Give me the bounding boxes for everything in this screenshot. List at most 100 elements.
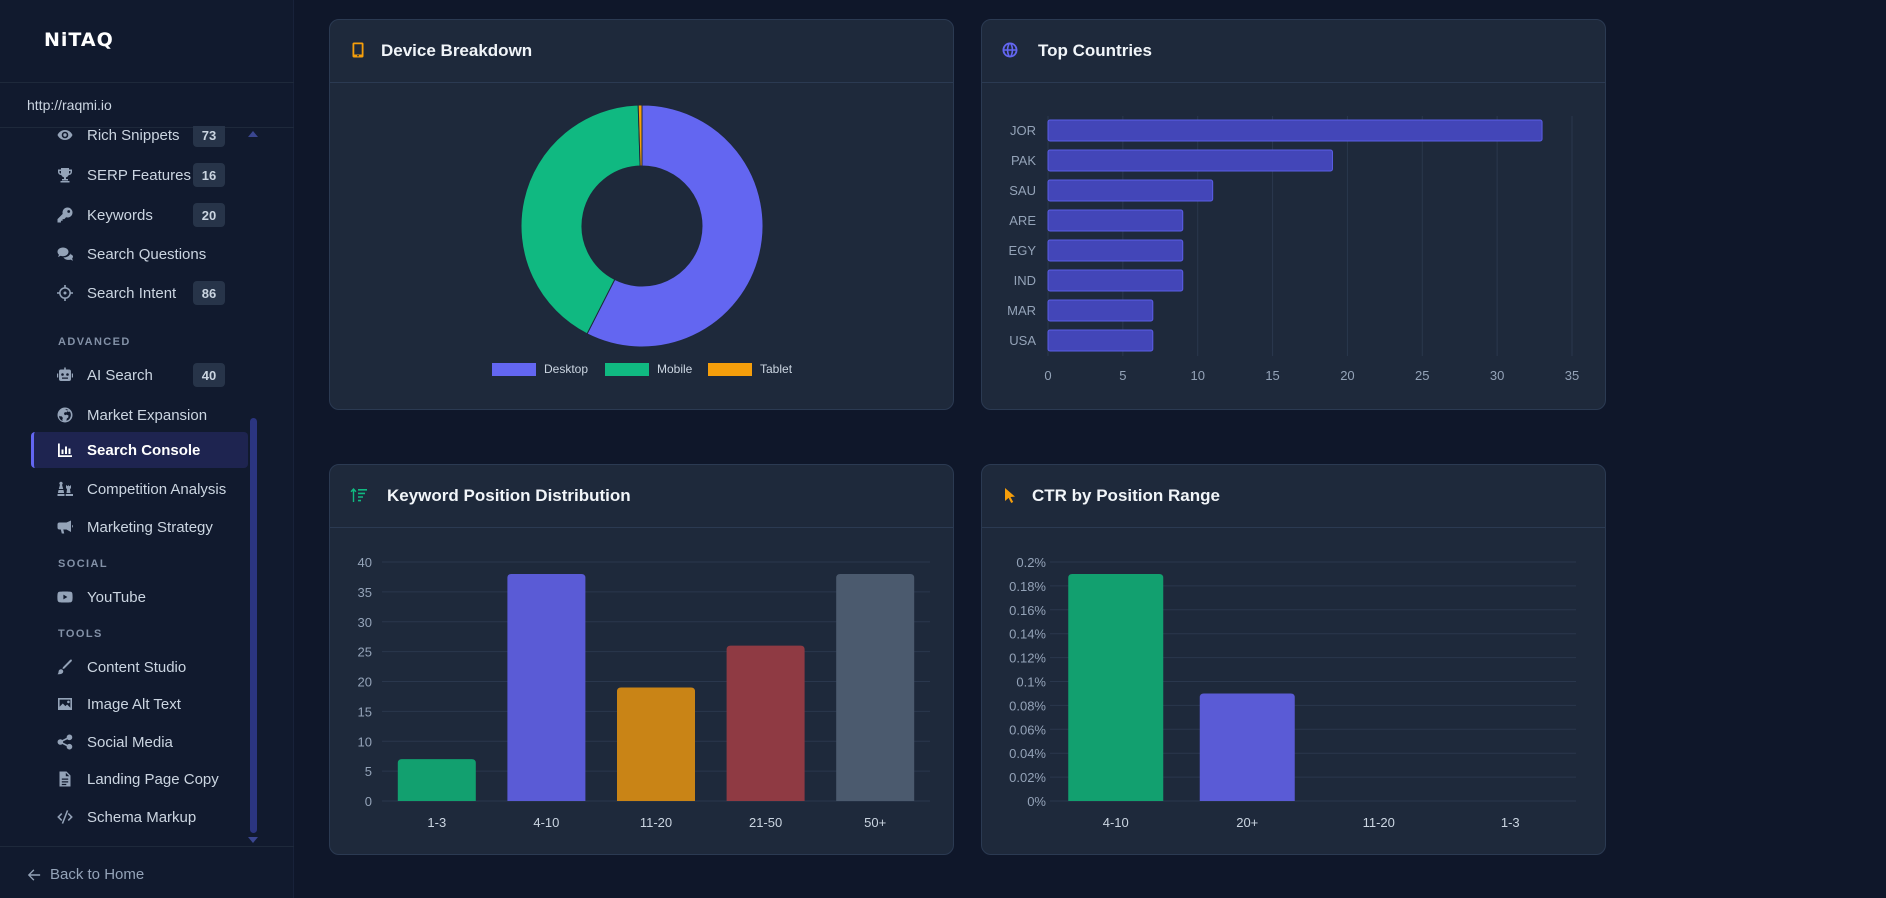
y-tick-label: EGY	[1009, 243, 1037, 258]
file-icon	[57, 771, 73, 787]
youtube-icon	[57, 589, 73, 605]
device-breakdown-chart: Desktop Mobile Tablet	[492, 104, 793, 376]
sidebar-item-serp-features[interactable]: SERP Features 16	[31, 157, 248, 193]
sidebar-divider	[0, 82, 294, 83]
y-tick-label: 0	[365, 794, 372, 809]
x-tick-label: 15	[1265, 368, 1279, 383]
x-tick-label: 11-20	[640, 815, 672, 830]
sidebar-item-label: Search Console	[87, 441, 201, 459]
card-header: Keyword Position Distribution	[330, 465, 953, 528]
pen-icon	[57, 659, 73, 675]
y-tick-label: 40	[358, 555, 372, 570]
sidebar-item-rich-snippets[interactable]: Rich Snippets 73	[31, 126, 248, 153]
y-tick-label: 20	[358, 675, 372, 690]
sidebar-item-keywords[interactable]: Keywords 20	[31, 197, 248, 233]
bar-pak	[1047, 149, 1333, 172]
x-tick-label: 10	[1190, 368, 1204, 383]
donut-slice-desktop	[586, 104, 764, 348]
card-title: Keyword Position Distribution	[387, 486, 631, 505]
sidebar-item-search-questions[interactable]: Search Questions	[31, 236, 248, 272]
sidebar-item-label: YouTube	[87, 588, 146, 606]
count-badge: 16	[193, 163, 225, 187]
app-logo[interactable]: NiTAQ	[44, 29, 114, 51]
sidebar-item-label: Marketing Strategy	[87, 518, 213, 536]
trophy-icon	[57, 167, 73, 183]
y-tick-label: 0.14%	[1009, 627, 1046, 642]
sidebar-item-label: Search Questions	[87, 245, 207, 263]
y-tick-label: 0.08%	[1009, 698, 1046, 713]
sidebar-item-social-media[interactable]: Social Media	[31, 724, 248, 760]
sidebar-divider	[0, 127, 294, 128]
ctr-position-chart: 0% 0.02% 0.04% 0.06% 0.08% 0.1% 0.12% 0.14% 0.16…	[1009, 555, 1576, 830]
sort-amount-icon	[350, 487, 368, 503]
back-to-home-link[interactable]: Back to Home	[27, 866, 144, 883]
x-tick-label: 20+	[1236, 815, 1258, 830]
sidebar-nav: Rich Snippets 73 SERP Features 16 Keywor…	[0, 126, 294, 841]
device-breakdown-card: Device Breakdown Desktop Mobile Tablet	[329, 19, 954, 410]
site-url: http://raqmi.io	[27, 97, 112, 113]
scroll-up-arrow[interactable]	[248, 131, 258, 137]
sidebar-item-market-expansion[interactable]: Market Expansion	[31, 397, 248, 433]
sidebar-item-competition-analysis[interactable]: Competition Analysis	[31, 471, 248, 507]
megaphone-icon	[57, 519, 73, 535]
bar-jor	[1047, 119, 1543, 142]
robot-icon	[57, 367, 73, 383]
bar-4-10	[507, 573, 586, 801]
y-tick-label: 35	[358, 585, 372, 600]
legend-label-tablet: Tablet	[760, 362, 793, 376]
bar-50+	[836, 573, 915, 801]
y-tick-label: PAK	[1011, 153, 1036, 168]
x-tick-label: 35	[1565, 368, 1579, 383]
count-badge: 40	[193, 363, 225, 387]
x-tick-label: 25	[1415, 368, 1429, 383]
bar-1-3	[397, 759, 476, 801]
y-tick-label: MAR	[1007, 303, 1036, 318]
section-title-advanced: ADVANCED	[58, 336, 131, 348]
legend-swatch-desktop	[492, 363, 536, 376]
sidebar: NiTAQ http://raqmi.io Rich Snippets 73 S…	[0, 0, 294, 898]
section-title-tools: TOOLS	[58, 628, 103, 640]
bar-usa	[1047, 329, 1154, 352]
keyword-position-card: Keyword Position Distribution 0 5 10 15 20 25…	[329, 464, 954, 855]
y-tick-label: 0.04%	[1009, 746, 1046, 761]
comments-icon	[57, 246, 73, 262]
y-tick-label: 10	[358, 734, 372, 749]
sidebar-item-landing-page-copy[interactable]: Landing Page Copy	[31, 761, 248, 797]
sidebar-item-marketing-strategy[interactable]: Marketing Strategy	[31, 509, 248, 545]
sidebar-item-image-alt-text[interactable]: Image Alt Text	[31, 686, 248, 722]
card-title: CTR by Position Range	[1032, 486, 1220, 505]
y-tick-label: IND	[1014, 273, 1036, 288]
sidebar-divider	[0, 846, 294, 847]
sidebar-item-label: SERP Features	[87, 166, 191, 184]
sidebar-item-content-studio[interactable]: Content Studio	[31, 649, 248, 685]
sidebar-item-search-console[interactable]: Search Console	[31, 432, 248, 468]
bar-21-50	[726, 645, 805, 801]
code-icon	[57, 809, 73, 825]
y-tick-label: 0.1%	[1016, 675, 1046, 690]
legend-label-desktop: Desktop	[544, 362, 588, 376]
bar-20+	[1199, 693, 1295, 801]
sidebar-item-youtube[interactable]: YouTube	[31, 579, 248, 615]
bar-mar	[1047, 299, 1154, 322]
sidebar-item-label: Search Intent	[87, 284, 177, 302]
x-tick-label: 4-10	[1103, 815, 1129, 830]
sidebar-scrollbar[interactable]	[250, 418, 257, 833]
y-tick-label: 30	[358, 615, 372, 630]
sidebar-item-label: Schema Markup	[87, 808, 197, 826]
y-tick-label: 0.18%	[1009, 579, 1046, 594]
x-tick-label: 11-20	[1363, 815, 1395, 830]
scroll-down-arrow[interactable]	[248, 837, 258, 843]
donut-slice-mobile	[520, 104, 641, 335]
globe-icon	[1002, 42, 1018, 58]
sidebar-item-search-intent[interactable]: Search Intent 86	[31, 275, 248, 311]
sidebar-item-ai-search[interactable]: AI Search 40	[31, 357, 248, 393]
sidebar-item-label: Market Expansion	[87, 406, 208, 424]
image-icon	[57, 696, 73, 712]
sidebar-item-schema-markup[interactable]: Schema Markup	[31, 799, 248, 835]
top-countries-card: Top Countries 0 5 10 15 20 25 30 35 JOR PAK SAU ARE…	[981, 19, 1606, 410]
card-header: Device Breakdown	[330, 20, 953, 83]
y-tick-label: 5	[365, 764, 372, 779]
section-title-social: SOCIAL	[58, 558, 108, 570]
sidebar-item-label: Rich Snippets	[87, 126, 180, 144]
arrow-left-icon	[27, 868, 41, 881]
